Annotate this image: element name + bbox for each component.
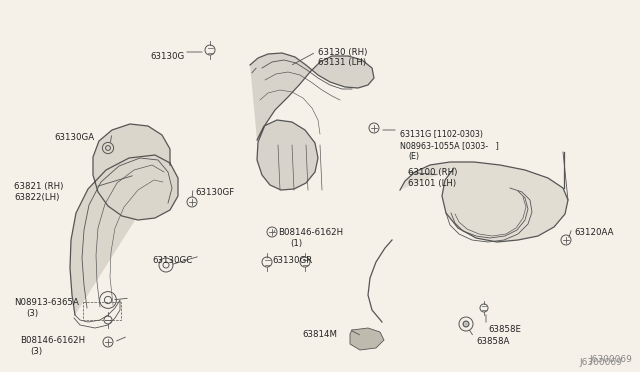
Text: 63131 (LH): 63131 (LH)	[318, 58, 366, 67]
Text: J6300069: J6300069	[589, 355, 632, 364]
Text: 63131G [1102-0303): 63131G [1102-0303)	[400, 130, 483, 139]
Text: 63130G: 63130G	[151, 52, 185, 61]
Text: 63822(LH): 63822(LH)	[14, 193, 60, 202]
Text: 63120AA: 63120AA	[574, 228, 614, 237]
Bar	[83, 302, 121, 320]
Text: 63101 (LH): 63101 (LH)	[408, 179, 456, 188]
Text: 63858A: 63858A	[476, 337, 509, 346]
Polygon shape	[70, 124, 178, 315]
Text: 63130GC: 63130GC	[152, 256, 192, 265]
Polygon shape	[350, 328, 384, 350]
Text: 63100 (RH): 63100 (RH)	[408, 168, 458, 177]
Text: 63130 (RH): 63130 (RH)	[318, 48, 367, 57]
Text: (3): (3)	[26, 309, 38, 318]
Text: 63814M: 63814M	[302, 330, 337, 339]
Text: J6300069: J6300069	[579, 358, 622, 367]
Text: B08146-6162H: B08146-6162H	[278, 228, 343, 237]
Text: 63130GR: 63130GR	[272, 256, 312, 265]
Text: 63130GA: 63130GA	[54, 133, 94, 142]
Text: N08963-1055A [0303-   ]: N08963-1055A [0303- ]	[400, 141, 499, 150]
Polygon shape	[250, 53, 374, 190]
Text: (1): (1)	[290, 239, 302, 248]
Text: 63858E: 63858E	[488, 325, 521, 334]
Text: (E): (E)	[408, 152, 419, 161]
Polygon shape	[400, 162, 568, 242]
Text: N08913-6365A: N08913-6365A	[14, 298, 79, 307]
Text: B08146-6162H: B08146-6162H	[20, 336, 85, 345]
Text: 63130GF: 63130GF	[195, 188, 234, 197]
Text: 63821 (RH): 63821 (RH)	[14, 182, 63, 191]
Text: (3): (3)	[30, 347, 42, 356]
